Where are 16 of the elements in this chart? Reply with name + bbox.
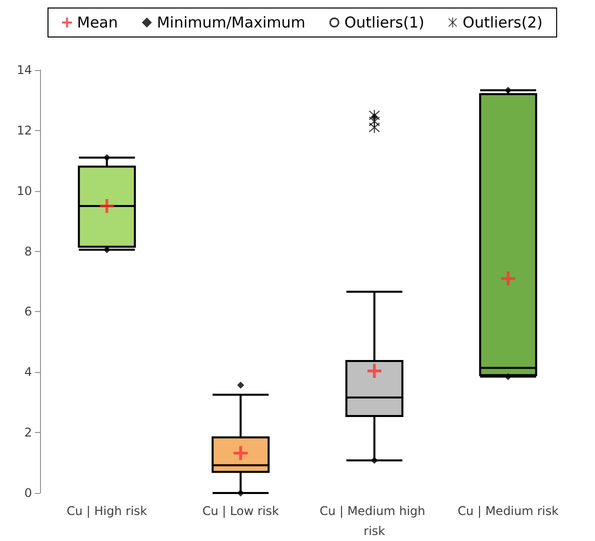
- y-tick-label: 8: [24, 244, 32, 258]
- y-tick-label: 10: [16, 184, 32, 198]
- legend-label: Mean: [77, 14, 118, 32]
- y-tick-label: 4: [24, 365, 32, 380]
- y-tick-label: 6: [24, 304, 32, 319]
- y-tick-label: 12: [16, 123, 32, 138]
- y-tick-label: 0: [24, 486, 32, 500]
- x-tick-label: Cu | Medium high risk: [320, 504, 430, 538]
- legend-label: Outliers(1): [344, 14, 424, 32]
- x-tick-label: Cu | Low risk: [202, 504, 279, 518]
- x-tick-label: Cu | High risk: [66, 504, 148, 518]
- x-tick-label: Cu | Medium risk: [458, 504, 559, 518]
- legend-label: Minimum/Maximum: [156, 14, 306, 32]
- y-tick-label: 2: [24, 426, 32, 440]
- y-tick-label: 14: [16, 63, 32, 77]
- legend-label: Outliers(2): [462, 14, 543, 32]
